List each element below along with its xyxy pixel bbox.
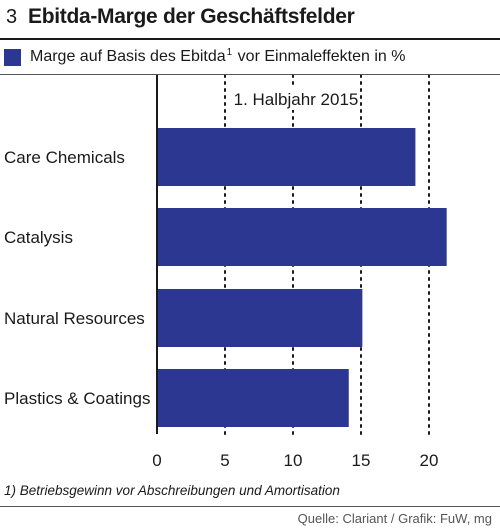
header-rule: [0, 38, 500, 40]
legend-label-main: Marge auf Basis des Ebitda: [30, 48, 226, 65]
annotation-label: 1. Halbjahr 2015: [234, 90, 359, 109]
chart-header: 3 Ebitda-Marge der Geschäftsfelder: [0, 0, 500, 40]
bar: [157, 369, 349, 427]
legend-swatch: [4, 49, 21, 66]
category-label: Plastics & Coatings: [4, 389, 150, 408]
footer-rule: [0, 506, 500, 507]
x-tick-label: 0: [152, 451, 161, 470]
bar: [157, 208, 447, 266]
source-credit: Quelle: Clariant / Grafik: FuW, mg: [297, 511, 492, 526]
chart-title: Ebitda-Marge der Geschäftsfelder: [28, 5, 355, 28]
x-tick-label: 5: [220, 451, 229, 470]
legend-label-suffix: vor Einmaleffekten in %: [233, 48, 406, 65]
category-label: Care Chemicals: [4, 148, 125, 167]
category-label: Natural Resources: [4, 309, 145, 328]
bar-chart: 1. Halbjahr 2015 Care Chemicals Catalysis N…: [4, 75, 447, 470]
x-tick-label: 20: [420, 451, 439, 470]
figure-number: 3: [6, 6, 18, 28]
x-tick-label: 10: [284, 451, 303, 470]
legend-label: Marge auf Basis des Ebitda1 vor Einmalef…: [30, 47, 406, 66]
legend-rule: [0, 74, 500, 75]
annotation-background: [232, 86, 360, 110]
x-tick-label: 15: [352, 451, 371, 470]
footnote: 1) Betriebsgewinn vor Abschreibungen und…: [4, 483, 340, 498]
bar: [157, 128, 416, 186]
category-label: Catalysis: [4, 228, 73, 247]
bar: [157, 289, 363, 347]
legend-footnote-mark: 1: [226, 47, 233, 58]
